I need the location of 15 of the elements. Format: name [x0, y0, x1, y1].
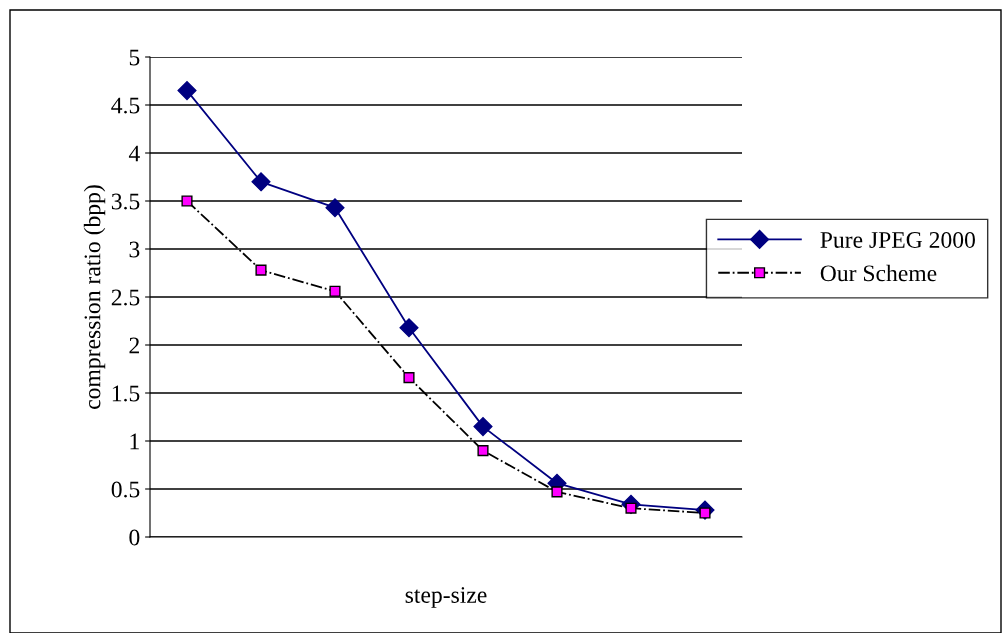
y-tick-label: 4.5 — [111, 97, 140, 114]
y-tick-label: 1.5 — [112, 385, 140, 402]
x-axis-title: step-size — [405, 587, 487, 608]
y-tick-label: 2.5 — [111, 289, 140, 306]
legend-label: Our Scheme — [820, 264, 937, 282]
legend-label: Pure JPEG 2000 — [820, 231, 975, 248]
y-tick-label: 5 — [129, 49, 140, 66]
y-tick-label: 0 — [129, 529, 140, 546]
y-tick-label: 1 — [130, 433, 139, 450]
y-tick-label: 3.5 — [111, 193, 140, 210]
y-tick-label: 4 — [128, 145, 140, 162]
y-tick-label: 0.5 — [111, 481, 140, 498]
y-tick-label: 3 — [129, 241, 140, 258]
y-tick-label: 2 — [129, 337, 139, 354]
y-axis-title: compression ratio (bpp) — [83, 185, 106, 409]
